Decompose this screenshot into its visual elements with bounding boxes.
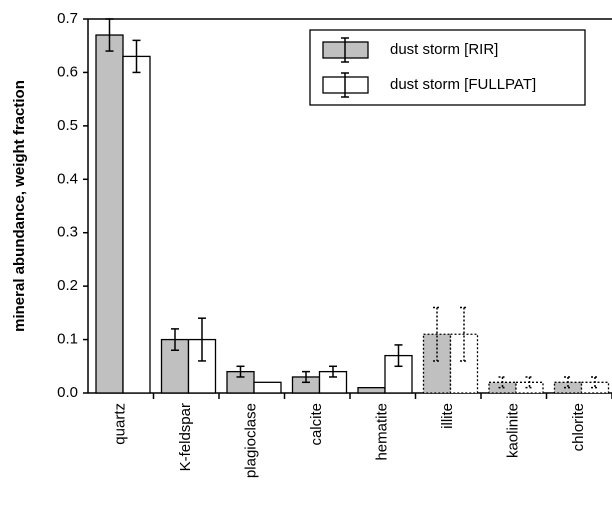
bar	[122, 55, 151, 394]
error-bar	[302, 370, 310, 384]
y-tick-label: 0.7	[57, 10, 78, 27]
error-bar	[433, 306, 441, 362]
x-tick-label: quartz	[112, 403, 129, 445]
y-tick-label: 0.4	[57, 170, 78, 187]
y-axis-label: mineral abundance, weight fraction	[11, 80, 28, 332]
error-bar	[394, 344, 403, 368]
y-tick-label: 0.3	[57, 224, 78, 241]
x-tick-label: illite	[439, 403, 456, 429]
error-bar	[171, 328, 179, 352]
error-bar	[591, 376, 599, 389]
x-tick-label: kaolinite	[505, 403, 522, 458]
y-tick-label: 0.1	[57, 331, 78, 348]
legend-label: dust storm [RIR]	[390, 41, 498, 58]
bar	[253, 381, 282, 394]
error-bar	[198, 317, 206, 362]
error-bar	[460, 306, 468, 362]
x-tick-label: plagioclase	[243, 403, 260, 478]
error-bar	[498, 376, 507, 389]
legend-label: dust storm [FULLPAT]	[390, 76, 536, 93]
y-tick-label: 0.6	[57, 63, 78, 80]
bar	[422, 333, 452, 394]
error-bar	[564, 376, 572, 389]
bar	[357, 387, 386, 394]
bar	[95, 34, 124, 394]
y-tick-label: 0.5	[57, 117, 78, 134]
error-bar	[329, 365, 337, 378]
error-bar	[132, 39, 141, 74]
y-tick-label: 0.2	[57, 277, 78, 294]
error-bar	[105, 18, 114, 52]
x-tick-label: K-feldspar	[177, 403, 194, 471]
error-bar	[525, 376, 534, 389]
y-tick-label: 0.0	[57, 384, 78, 401]
bar	[449, 333, 479, 394]
error-bar	[236, 365, 245, 378]
x-tick-label: calcite	[308, 403, 325, 446]
x-tick-label: chlorite	[570, 403, 587, 451]
x-tick-label: hematite	[374, 403, 391, 461]
